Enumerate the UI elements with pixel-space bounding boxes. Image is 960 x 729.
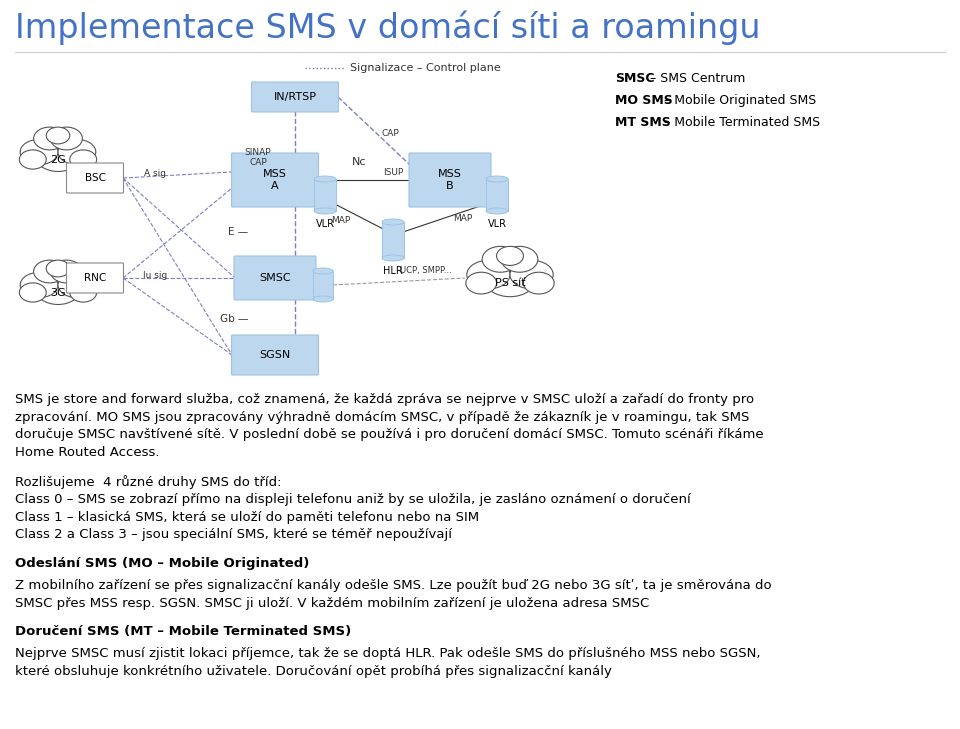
Text: 3G: 3G <box>50 288 66 298</box>
Ellipse shape <box>70 283 97 302</box>
Text: E —: E — <box>228 227 248 237</box>
Text: Implementace SMS v domácí síti a roamingu: Implementace SMS v domácí síti a roaming… <box>15 10 760 44</box>
Text: SGSN: SGSN <box>259 350 291 360</box>
Text: MAP: MAP <box>331 216 350 225</box>
Ellipse shape <box>51 260 83 283</box>
Ellipse shape <box>46 127 70 144</box>
Text: Gb —: Gb — <box>220 314 248 324</box>
Ellipse shape <box>58 273 96 297</box>
Text: VLR: VLR <box>316 219 334 229</box>
FancyBboxPatch shape <box>66 163 124 193</box>
Ellipse shape <box>51 127 83 150</box>
Ellipse shape <box>35 271 81 305</box>
Ellipse shape <box>484 260 537 297</box>
Text: SMS je store and forward služba, což znamená, že každá zpráva se nejprve v SMSC : SMS je store and forward služba, což zna… <box>15 393 763 459</box>
Bar <box>314 179 336 211</box>
Text: IN/RTSP: IN/RTSP <box>274 92 317 102</box>
Ellipse shape <box>20 139 58 165</box>
FancyBboxPatch shape <box>409 153 491 207</box>
FancyBboxPatch shape <box>231 335 319 375</box>
Text: – Mobile Originated SMS: – Mobile Originated SMS <box>660 94 816 107</box>
Text: HLR: HLR <box>383 266 403 276</box>
Ellipse shape <box>382 219 404 225</box>
Ellipse shape <box>482 246 518 272</box>
Text: A sig: A sig <box>144 168 166 177</box>
Text: VLR: VLR <box>488 219 507 229</box>
Text: Iu sig: Iu sig <box>143 270 167 279</box>
Ellipse shape <box>314 176 336 182</box>
Text: Signalizace – Control plane: Signalizace – Control plane <box>350 63 501 73</box>
Text: SMSC: SMSC <box>615 72 655 85</box>
Ellipse shape <box>313 296 333 302</box>
Text: Odeslání SMS (MO – Mobile Originated): Odeslání SMS (MO – Mobile Originated) <box>15 557 309 570</box>
Ellipse shape <box>19 150 46 169</box>
Ellipse shape <box>496 246 523 265</box>
Ellipse shape <box>314 208 336 214</box>
Text: MSS
A: MSS A <box>263 169 287 191</box>
Ellipse shape <box>510 260 553 289</box>
Ellipse shape <box>35 139 81 171</box>
Ellipse shape <box>486 208 508 214</box>
FancyBboxPatch shape <box>231 153 319 207</box>
Text: BSC: BSC <box>84 173 106 183</box>
Bar <box>313 271 333 299</box>
Text: – SMS Centrum: – SMS Centrum <box>646 72 745 85</box>
Text: Rozlišujeme  4 různé druhy SMS do tříd:
Class 0 – SMS se zobrazí přímo na disple: Rozlišujeme 4 různé druhy SMS do tříd: C… <box>15 475 691 542</box>
Text: Doručení SMS (MT – Mobile Terminated SMS): Doručení SMS (MT – Mobile Terminated SMS… <box>15 625 351 638</box>
Ellipse shape <box>58 139 96 165</box>
Ellipse shape <box>466 272 496 294</box>
Ellipse shape <box>501 246 538 272</box>
Ellipse shape <box>34 127 65 150</box>
Text: SINAP
CAP: SINAP CAP <box>245 148 272 168</box>
Ellipse shape <box>313 268 333 274</box>
Ellipse shape <box>467 260 510 289</box>
FancyBboxPatch shape <box>252 82 339 112</box>
Ellipse shape <box>19 283 46 302</box>
Text: PS síť: PS síť <box>494 278 525 288</box>
Text: MSS
B: MSS B <box>438 169 462 191</box>
Bar <box>486 179 508 211</box>
Text: – Mobile Terminated SMS: – Mobile Terminated SMS <box>660 116 821 129</box>
Ellipse shape <box>46 260 70 277</box>
Ellipse shape <box>523 272 554 294</box>
Text: UCP, SMPP...: UCP, SMPP... <box>400 265 452 275</box>
Text: 2G: 2G <box>50 155 66 165</box>
Ellipse shape <box>382 255 404 261</box>
FancyBboxPatch shape <box>234 256 316 300</box>
Ellipse shape <box>486 176 508 182</box>
FancyBboxPatch shape <box>66 263 124 293</box>
Bar <box>382 222 404 258</box>
Text: Nc: Nc <box>352 157 367 167</box>
Text: RNC: RNC <box>84 273 107 283</box>
Text: Nejprve SMSC musí zjistit lokaci příjemce, tak že se doptá HLR. Pak odešle SMS d: Nejprve SMSC musí zjistit lokaci příjemc… <box>15 647 760 677</box>
Text: SMSC: SMSC <box>259 273 291 283</box>
Text: CAP: CAP <box>382 128 399 138</box>
Ellipse shape <box>20 273 58 297</box>
Text: MT SMS: MT SMS <box>615 116 671 129</box>
Text: MO SMS: MO SMS <box>615 94 673 107</box>
Ellipse shape <box>34 260 65 283</box>
Text: ISUP: ISUP <box>383 168 403 177</box>
Text: MAP: MAP <box>453 214 472 222</box>
Ellipse shape <box>70 150 97 169</box>
Text: Z mobilního zařízení se přes signalizacční kanály odešle SMS. Lze použít buď 2G : Z mobilního zařízení se přes signalizacč… <box>15 579 772 609</box>
